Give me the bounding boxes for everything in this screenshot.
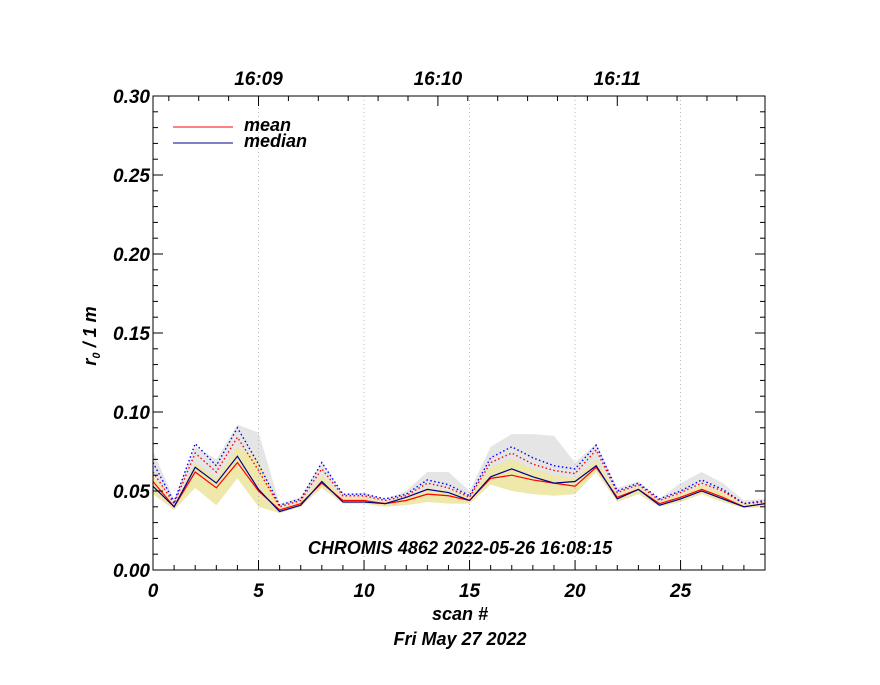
y-tick-label-2: 0.10	[113, 403, 150, 424]
x-tick-label-10: 10	[353, 581, 375, 602]
top-tick-label-1: 16:10	[414, 69, 463, 90]
chart-title: CHROMIS 4862 2022-05-26 16:08:15	[308, 538, 613, 558]
median_band	[153, 446, 765, 514]
svg-text:r0 / 1 m: r0 / 1 m	[80, 306, 103, 365]
y-tick-label-6: 0.30	[113, 87, 150, 108]
series-mean	[152, 461, 766, 511]
y-axis-label-rest: / 1 m	[80, 306, 100, 352]
y-axis-label: r0 / 1 m	[80, 306, 103, 365]
top-tick-label-2: 16:11	[594, 69, 641, 90]
y-tick-label-1: 0.05	[113, 482, 150, 503]
x-tick-label-25: 25	[669, 581, 692, 602]
legend-median-label: median	[244, 131, 307, 151]
grid-layer	[258, 96, 681, 570]
series-median_upper	[152, 426, 766, 507]
legend: mean median	[173, 115, 307, 151]
top-tick-label-0: 16:09	[234, 69, 283, 90]
y-tick-label-0: 0.00	[113, 561, 150, 582]
y-tick-label-4: 0.20	[113, 245, 150, 266]
legend-mean-label: mean	[244, 115, 291, 135]
x-tick-label-0: 0	[148, 581, 159, 602]
axes-layer: 0 5 10 15 20 25 16:09 16:10 16:11 0.00 0.05 0.10 0.1…	[113, 69, 766, 602]
series-median	[152, 455, 766, 513]
series-layer	[152, 426, 766, 513]
y-axis-label-main: r	[80, 358, 100, 366]
y-tick-label-5: 0.25	[113, 166, 150, 187]
x-axis-date: Fri May 27 2022	[393, 629, 526, 649]
y-tick-label-3: 0.15	[113, 324, 150, 345]
x-tick-label-20: 20	[563, 581, 586, 602]
x-tick-label-15: 15	[459, 581, 481, 602]
x-tick-label-5: 5	[253, 581, 264, 602]
x-axis-label: scan #	[432, 604, 488, 624]
y-axis-label-subscript: 0	[91, 352, 103, 359]
